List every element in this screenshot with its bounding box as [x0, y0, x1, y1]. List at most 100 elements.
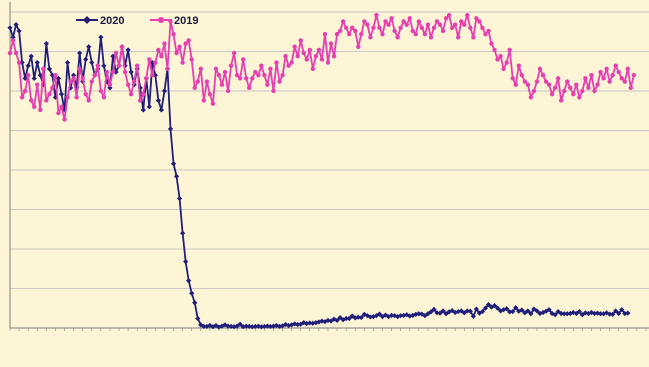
- point-2019-128: [395, 35, 400, 40]
- point-2019-145: [446, 12, 452, 18]
- point-2020-121: [373, 313, 380, 319]
- point-2019-146: [449, 25, 455, 30]
- point-2020-49: [155, 97, 161, 104]
- point-2019-118: [365, 22, 370, 27]
- point-2019-67: [210, 101, 216, 106]
- point-2020-155: [476, 310, 483, 316]
- point-2019-198: [607, 79, 612, 84]
- point-2019-63: [198, 66, 203, 72]
- point-2019-138: [425, 22, 431, 27]
- point-2020-137: [422, 313, 428, 319]
- point-2019-105: [325, 60, 331, 65]
- point-2019-56: [177, 44, 182, 49]
- point-2019-175: [537, 66, 543, 72]
- point-2019-153: [471, 35, 476, 40]
- point-2020-8: [31, 75, 37, 81]
- point-2019-49: [156, 47, 161, 53]
- point-2020-202: [619, 307, 625, 313]
- point-2019-45: [144, 76, 149, 81]
- point-2020-157: [482, 305, 489, 311]
- point-2019-134: [413, 31, 419, 37]
- point-2019-117: [362, 19, 367, 24]
- point-2020-102: [316, 319, 322, 325]
- point-2019-17: [59, 104, 64, 110]
- point-2020-50: [158, 107, 165, 113]
- point-2020-25: [83, 56, 89, 62]
- point-2019-43: [138, 98, 143, 103]
- point-2020-193: [591, 310, 598, 317]
- point-2020-39: [125, 47, 131, 53]
- point-2020-31: [101, 63, 107, 69]
- point-2020-46: [146, 104, 152, 110]
- point-2020-56: [176, 195, 183, 202]
- point-2020-79: [246, 323, 252, 330]
- point-2019-60: [189, 57, 194, 62]
- point-2020-71: [222, 322, 228, 328]
- point-2020-195: [597, 311, 604, 317]
- point-2020-9: [34, 59, 40, 66]
- point-2020-172: [528, 311, 534, 317]
- point-2019-1: [10, 38, 16, 43]
- point-2020-3: [16, 28, 22, 34]
- point-2020-34: [110, 53, 116, 59]
- point-2019-154: [474, 16, 479, 21]
- point-2019-120: [371, 25, 376, 30]
- point-2019-197: [604, 66, 609, 72]
- point-2020-183: [561, 311, 567, 317]
- point-2019-164: [504, 60, 509, 65]
- point-2020-73: [228, 323, 234, 330]
- point-2020-131: [404, 312, 410, 318]
- point-2019-141: [434, 19, 440, 24]
- point-2019-73: [228, 63, 234, 68]
- series-layer: [7, 12, 637, 330]
- point-2019-52: [165, 66, 170, 72]
- point-2019-20: [68, 79, 73, 84]
- point-2019-79: [247, 85, 252, 91]
- legend-label-2020: 2020: [100, 15, 124, 27]
- point-2020-5: [22, 75, 28, 81]
- point-2019-35: [113, 50, 119, 56]
- point-2020-92: [286, 322, 292, 329]
- point-2019-186: [571, 91, 576, 97]
- point-2019-195: [598, 69, 603, 75]
- point-2019-50: [159, 54, 164, 59]
- point-2019-202: [619, 76, 624, 81]
- point-2020-174: [534, 308, 540, 314]
- point-2019-18: [62, 117, 67, 122]
- point-2019-187: [574, 82, 579, 87]
- point-2020-167: [513, 305, 519, 311]
- point-2019-123: [380, 31, 385, 37]
- point-2020-7: [28, 53, 34, 59]
- point-2020-30: [98, 34, 104, 40]
- point-2020-116: [358, 314, 364, 321]
- point-2019-42: [134, 63, 140, 68]
- point-2019-24: [80, 76, 85, 81]
- point-2020-55: [173, 173, 180, 179]
- point-2019-88: [274, 60, 279, 65]
- point-2019-172: [528, 95, 534, 100]
- point-2020-80: [249, 324, 255, 330]
- point-2019-160: [492, 47, 497, 53]
- point-2020-66: [207, 322, 213, 329]
- point-2020-177: [543, 308, 549, 314]
- point-2019-65: [204, 79, 210, 84]
- point-2019-86: [268, 66, 273, 72]
- point-2020-180: [552, 312, 558, 318]
- point-2020-81: [252, 323, 258, 330]
- point-2020-156: [479, 308, 486, 315]
- legend-marker-2019: [158, 17, 164, 23]
- point-2019-151: [465, 12, 470, 18]
- point-2020-67: [210, 324, 216, 330]
- point-2020-90: [279, 323, 286, 329]
- point-2020-12: [43, 41, 49, 47]
- point-2020-149: [458, 308, 464, 314]
- series-2019: [7, 12, 637, 122]
- point-2020-198: [607, 311, 613, 317]
- point-2019-200: [613, 63, 618, 68]
- point-2019-101: [313, 54, 319, 59]
- point-2019-14: [50, 85, 55, 91]
- point-2019-185: [568, 85, 573, 91]
- point-2019-55: [174, 50, 179, 56]
- point-2020-171: [525, 308, 531, 314]
- point-2020-168: [516, 308, 522, 314]
